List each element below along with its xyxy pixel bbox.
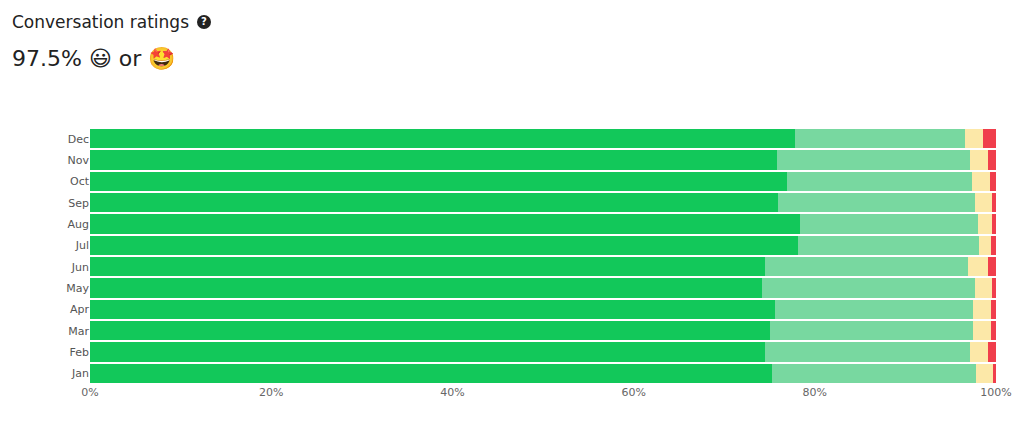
svg-text:Jun: Jun: [71, 261, 89, 274]
svg-text:0%: 0%: [81, 386, 98, 399]
html-text:Conversation ratings: Conversation ratings: [12, 12, 189, 32]
svg-text:100%: 100%: [980, 386, 1011, 399]
svg-text:May: May: [66, 282, 89, 295]
svg-text:Apr: Apr: [70, 303, 90, 316]
svg-text:Mar: Mar: [68, 325, 89, 338]
svg-text:40%: 40%: [440, 386, 464, 399]
svg-text:Oct: Oct: [70, 175, 90, 188]
svg-text:Jul: Jul: [75, 239, 89, 252]
svg-text:Aug: Aug: [68, 218, 89, 231]
svg-text:Jan: Jan: [71, 367, 89, 380]
svg-text:Nov: Nov: [68, 154, 90, 167]
svg-text:Dec: Dec: [68, 133, 89, 146]
svg-text:60%: 60%: [621, 386, 645, 399]
svg-text:Sep: Sep: [68, 197, 89, 210]
html-text:97.5% 😃 or 🤩: 97.5% 😃 or 🤩: [12, 46, 176, 71]
svg-text:Feb: Feb: [70, 346, 89, 359]
svg-text:80%: 80%: [803, 386, 827, 399]
svg-text:20%: 20%: [259, 386, 283, 399]
